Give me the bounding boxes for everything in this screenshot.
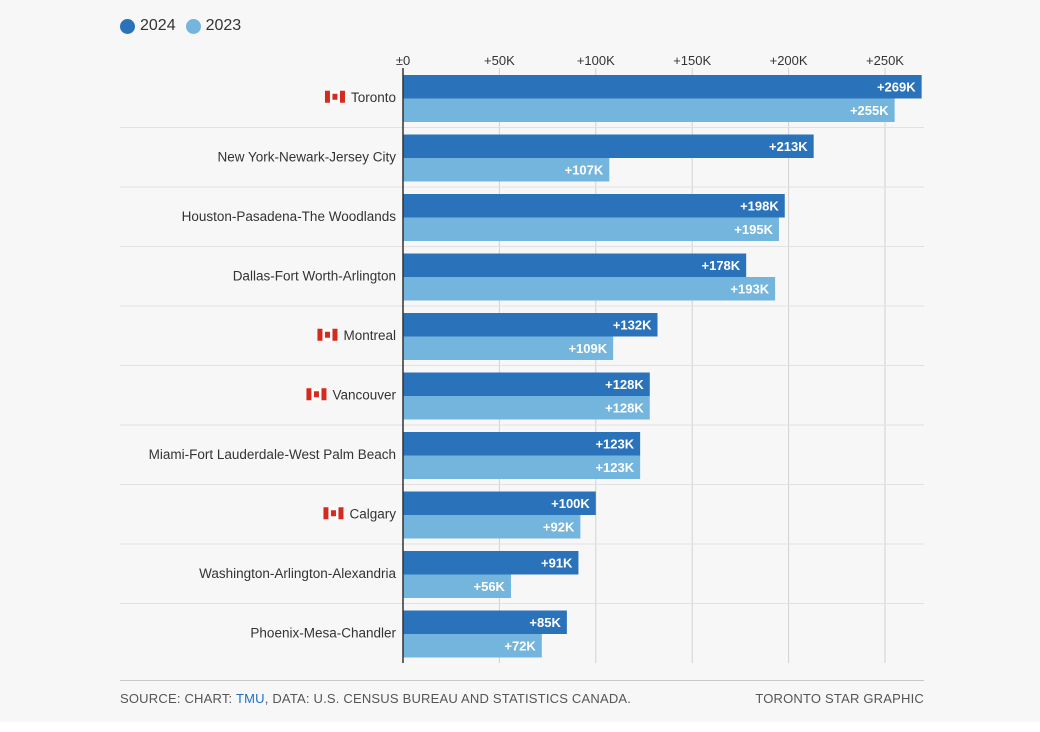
bar-2024: [403, 432, 641, 456]
flag-right-band: [338, 507, 344, 520]
bar-2024: [403, 313, 658, 337]
bar-2023: [403, 98, 895, 122]
category-label: Washington-Arlington-Alexandria: [199, 566, 396, 581]
legend-item-2023: 2023: [185, 17, 242, 35]
bar-value-label: +123K: [595, 460, 634, 475]
bar-value-label: +193K: [730, 281, 769, 296]
bar-2023: [403, 158, 610, 182]
x-tick-label: +250K: [866, 53, 904, 68]
bar-value-label: +123K: [595, 436, 634, 451]
canada-flag-icon: [317, 328, 338, 341]
flag-maple-leaf: [332, 93, 338, 100]
bar-value-label: +128K: [605, 377, 644, 392]
flag-right-band: [321, 388, 327, 401]
bar-2023: [403, 455, 641, 479]
bar-2024: [403, 491, 596, 515]
bar-2023: [403, 515, 581, 539]
category-label: New York-Newark-Jersey City: [217, 149, 396, 164]
bar-value-label: +128K: [605, 400, 644, 415]
credit: TORONTO STAR GRAPHIC: [755, 691, 924, 706]
bar-2023: [403, 574, 511, 598]
bar-value-label: +92K: [543, 519, 575, 534]
bar-value-label: +85K: [529, 615, 561, 630]
legend-label-2023: 2023: [205, 17, 242, 34]
bar-2023: [403, 277, 776, 301]
bar-value-label: +195K: [734, 222, 773, 237]
bar-value-label: +72K: [504, 638, 536, 653]
category-label: Miami-Fort Lauderdale-West Palm Beach: [149, 447, 396, 462]
x-tick-label: +50K: [484, 53, 515, 68]
category-label: Montreal: [343, 328, 396, 343]
bar-value-label: +198K: [740, 198, 779, 213]
bar-2023: [403, 217, 779, 241]
x-tick-label: +150K: [673, 53, 711, 68]
flag-left-band: [323, 507, 329, 520]
flag-right-band: [332, 328, 338, 341]
category-label: Houston-Pasadena-The Woodlands: [182, 209, 397, 224]
canada-flag-icon: [323, 507, 344, 520]
category-label: Toronto: [351, 90, 396, 105]
bar-value-label: +255K: [850, 103, 889, 118]
bar-2024: [403, 551, 579, 575]
bar-2024: [403, 610, 567, 634]
category-label: Vancouver: [332, 387, 396, 402]
bar-2023: [403, 634, 542, 658]
bar-2024: [403, 134, 814, 158]
source-note: SOURCE: CHART: TMU, DATA: U.S. CENSUS BU…: [120, 691, 631, 706]
bar-2024: [403, 194, 785, 218]
bar-2023: [403, 396, 650, 420]
flag-left-band: [317, 328, 323, 341]
bar-value-label: +107K: [565, 162, 604, 177]
x-tick-label: +100K: [577, 53, 615, 68]
footer: SOURCE: CHART: TMU, DATA: U.S. CENSUS BU…: [120, 680, 924, 706]
source-suffix: , DATA: U.S. CENSUS BUREAU AND STATISTIC…: [264, 691, 632, 706]
bar-2024: [403, 372, 650, 396]
bar-chart: ±0 +50K +100K +150K +200K +250K +269K +255K Toro…: [120, 53, 924, 663]
bar-value-label: +100K: [551, 496, 590, 511]
bar-value-label: +269K: [877, 79, 916, 94]
legend: 2024 2023: [120, 17, 241, 35]
flag-right-band: [339, 90, 345, 103]
bar-value-label: +91K: [541, 555, 573, 570]
flag-maple-leaf: [324, 331, 330, 338]
flag-maple-leaf: [313, 391, 319, 398]
bar-value-label: +213K: [769, 139, 808, 154]
legend-swatch-2023: [185, 18, 201, 34]
bar-value-label: +178K: [702, 258, 741, 273]
category-label: Dallas-Fort Worth-Arlington: [233, 268, 396, 283]
bar-value-label: +109K: [568, 341, 607, 356]
legend-label-2024: 2024: [140, 17, 176, 34]
legend-item-2024: 2024: [120, 17, 176, 35]
x-tick-label: +200K: [770, 53, 808, 68]
category-label: Calgary: [349, 506, 396, 521]
source-link-tmu[interactable]: TMU: [235, 691, 265, 706]
canada-flag-icon: [306, 388, 327, 401]
bar-value-label: +56K: [474, 579, 506, 594]
x-tick-label: ±0: [396, 53, 410, 68]
bar-2023: [403, 336, 614, 360]
flag-left-band: [306, 388, 312, 401]
bar-2024: [403, 253, 747, 277]
canada-flag-icon: [324, 90, 345, 103]
flag-left-band: [324, 90, 330, 103]
bar-2024: [403, 75, 922, 99]
bar-value-label: +132K: [613, 317, 652, 332]
source-prefix: SOURCE: CHART:: [120, 691, 236, 706]
legend-swatch-2024: [120, 18, 135, 34]
flag-maple-leaf: [330, 510, 336, 517]
page-bottom-strip: [0, 722, 1040, 732]
category-label: Phoenix-Mesa-Chandler: [250, 625, 396, 640]
